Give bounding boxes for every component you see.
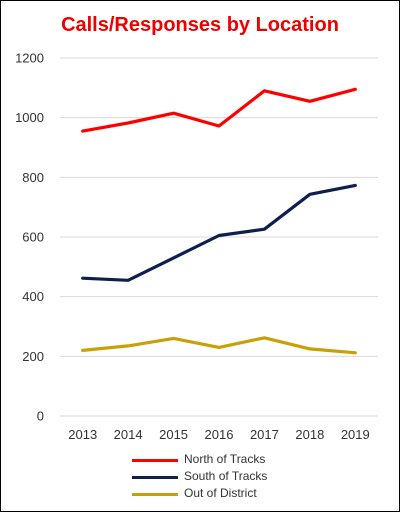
x-tick-label: 2018 <box>295 427 324 442</box>
series-line-1 <box>81 183 357 282</box>
y-tick-label: 200 <box>22 349 44 364</box>
legend-swatch-north <box>132 459 178 462</box>
y-tick-label: 400 <box>22 289 44 304</box>
series-line-0 <box>81 87 357 133</box>
x-tick-label: 2013 <box>68 427 97 442</box>
y-tick-label: 1200 <box>15 51 44 66</box>
series-lines <box>81 87 357 355</box>
gridlines <box>60 57 378 417</box>
x-tick-label: 2015 <box>159 427 188 442</box>
series-line-2 <box>81 336 357 355</box>
legend-swatch-out <box>132 493 178 496</box>
x-axis-ticks: 2013 2014 2015 2016 2017 2018 2019 <box>68 427 369 442</box>
legend-swatch-south <box>132 476 178 479</box>
y-tick-label: 0 <box>37 409 44 424</box>
x-tick-label: 2014 <box>114 427 143 442</box>
chart-title: Calls/Responses by Location <box>61 14 339 36</box>
y-axis-ticks: 0 200 400 600 800 1000 1200 <box>15 51 44 424</box>
legend-label-south: South of Tracks <box>184 469 268 483</box>
y-tick-label: 600 <box>22 230 44 245</box>
legend-label-north: North of Tracks <box>184 452 266 466</box>
x-tick-label: 2019 <box>341 427 370 442</box>
legend-label-out: Out of District <box>184 486 257 500</box>
y-tick-label: 1000 <box>15 110 44 125</box>
x-tick-label: 2016 <box>205 427 234 442</box>
x-tick-label: 2017 <box>250 427 279 442</box>
y-tick-label: 800 <box>22 170 44 185</box>
